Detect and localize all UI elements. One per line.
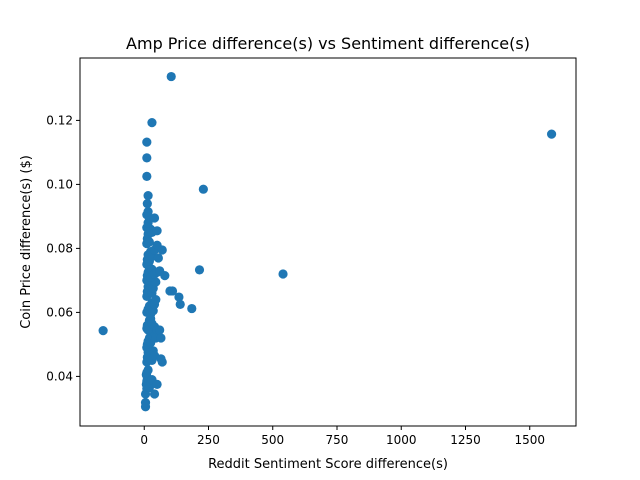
x-axis-ticks: 0 250 500 750 1000 1250 1500	[140, 426, 545, 447]
data-point	[194, 265, 205, 275]
data-point	[152, 379, 162, 389]
data-point	[149, 213, 160, 223]
data-point	[156, 354, 166, 364]
data-point	[143, 207, 153, 217]
data-point	[149, 389, 160, 399]
data-point	[175, 299, 185, 309]
plot-frame	[79, 57, 577, 427]
x-tick-label: 750	[326, 433, 349, 447]
data-point	[160, 271, 170, 281]
data-point	[157, 245, 167, 255]
y-tick-label: 0.08	[46, 241, 73, 255]
data-point	[198, 184, 208, 194]
y-tick-label: 0.10	[46, 177, 73, 191]
data-point	[187, 303, 197, 314]
y-tick-label: 0.06	[46, 305, 73, 319]
x-tick-label: 1000	[386, 433, 417, 447]
data-point	[142, 153, 152, 163]
data-point	[174, 292, 184, 302]
x-tick-label: 0	[140, 433, 148, 447]
data-point	[155, 325, 165, 335]
data-point	[546, 129, 557, 139]
y-axis-label: Coin Price difference(s) ($)	[19, 155, 34, 329]
data-point	[98, 326, 108, 336]
x-tick-label: 1250	[450, 433, 481, 447]
x-tick-label: 250	[197, 433, 220, 447]
y-tick-label: 0.12	[46, 113, 73, 127]
y-axis-ticks: 0.04 0.06 0.08 0.10 0.12	[46, 113, 80, 383]
x-axis-label: Reddit Sentiment Score difference(s)	[208, 457, 448, 472]
y-tick-label: 0.04	[46, 369, 73, 383]
data-point	[142, 199, 152, 209]
x-tick-label: 1500	[514, 433, 545, 447]
data-point	[140, 398, 151, 408]
chart-title: Amp Price difference(s) vs Sentiment dif…	[126, 34, 530, 53]
data-point	[156, 333, 166, 343]
data-point	[167, 286, 178, 296]
data-point	[143, 191, 153, 201]
data-point	[147, 118, 157, 128]
data-point	[142, 137, 152, 147]
data-point	[278, 269, 288, 279]
data-point	[153, 253, 163, 263]
data-point	[166, 71, 176, 82]
data-point	[143, 365, 153, 375]
data-point	[152, 226, 162, 236]
data-point	[142, 171, 152, 181]
x-tick-label: 500	[261, 433, 284, 447]
data-point	[144, 237, 154, 247]
points-layer	[98, 71, 557, 412]
